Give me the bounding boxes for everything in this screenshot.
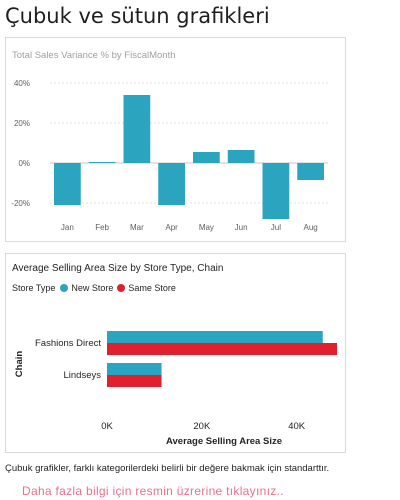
bar — [107, 363, 162, 375]
chart-legend: Store Type New Store Same Store — [12, 283, 180, 293]
x-tick-label: Aug — [304, 223, 318, 232]
y-tick-label: 0% — [18, 159, 30, 168]
column-bar — [53, 163, 81, 205]
legend-label: Same Store — [128, 283, 176, 293]
bar — [107, 331, 323, 343]
description-text: Çubuk grafikler, farklı kategorilerdeki … — [5, 463, 330, 474]
bar — [107, 343, 337, 355]
legend-item-new-store[interactable]: New Store — [60, 283, 113, 293]
legend-title: Store Type — [12, 283, 56, 293]
x-tick-label: Feb — [95, 223, 109, 232]
column-bar — [123, 95, 151, 163]
y-tick-label: 40% — [14, 79, 30, 88]
legend-marker — [117, 284, 126, 292]
x-tick-label: Jul — [271, 223, 281, 232]
y-tick-label: -20% — [11, 199, 30, 208]
legend-item-same-store[interactable]: Same Store — [117, 283, 176, 293]
x-axis-title: Average Selling Area Size — [166, 436, 282, 447]
legend-marker — [60, 284, 69, 292]
selling-area-chart-card[interactable]: Average Selling Area Size by Store Type,… — [5, 253, 346, 453]
page-title: Çubuk ve sütun grafikleri — [5, 4, 270, 28]
legend-label: New Store — [71, 283, 114, 293]
x-tick-label: Apr — [165, 223, 178, 232]
variance-column-chart: 40% 20% 0% -20% Jan Feb Mar Apr May Jun Jul Aug — [11, 79, 328, 232]
variance-chart-card[interactable]: Total Sales Variance % by FiscalMonth 40… — [5, 37, 346, 242]
y-axis-title: Chain — [14, 351, 25, 378]
column-bar — [158, 163, 186, 205]
y-category-label: Lindseys — [64, 370, 102, 381]
y-tick-label: 20% — [14, 119, 30, 128]
x-tick-label: Jan — [61, 223, 74, 232]
x-tick-label: Mar — [130, 223, 144, 232]
column-bar — [262, 163, 290, 219]
x-tick-label: Jun — [235, 223, 248, 232]
x-tick-label: 20K — [193, 421, 211, 432]
column-bar — [297, 163, 325, 180]
more-info-link[interactable]: Daha fazla bilgi için resmin üzrerine tı… — [22, 484, 284, 498]
column-bar — [227, 150, 255, 163]
x-tick-label: 40K — [288, 421, 306, 432]
chart-title: Total Sales Variance % by FiscalMonth — [12, 50, 176, 61]
x-tick-label: 0K — [101, 421, 113, 432]
selling-area-bar-chart: Fashions Direct Lindseys 0K 20K 40K Average S… — [14, 331, 337, 447]
column-bar — [192, 152, 220, 163]
column-bar — [88, 162, 116, 163]
chart-title: Average Selling Area Size by Store Type,… — [12, 263, 224, 274]
bar — [107, 375, 162, 387]
x-tick-label: May — [199, 223, 214, 232]
y-category-label: Fashions Direct — [35, 338, 101, 349]
